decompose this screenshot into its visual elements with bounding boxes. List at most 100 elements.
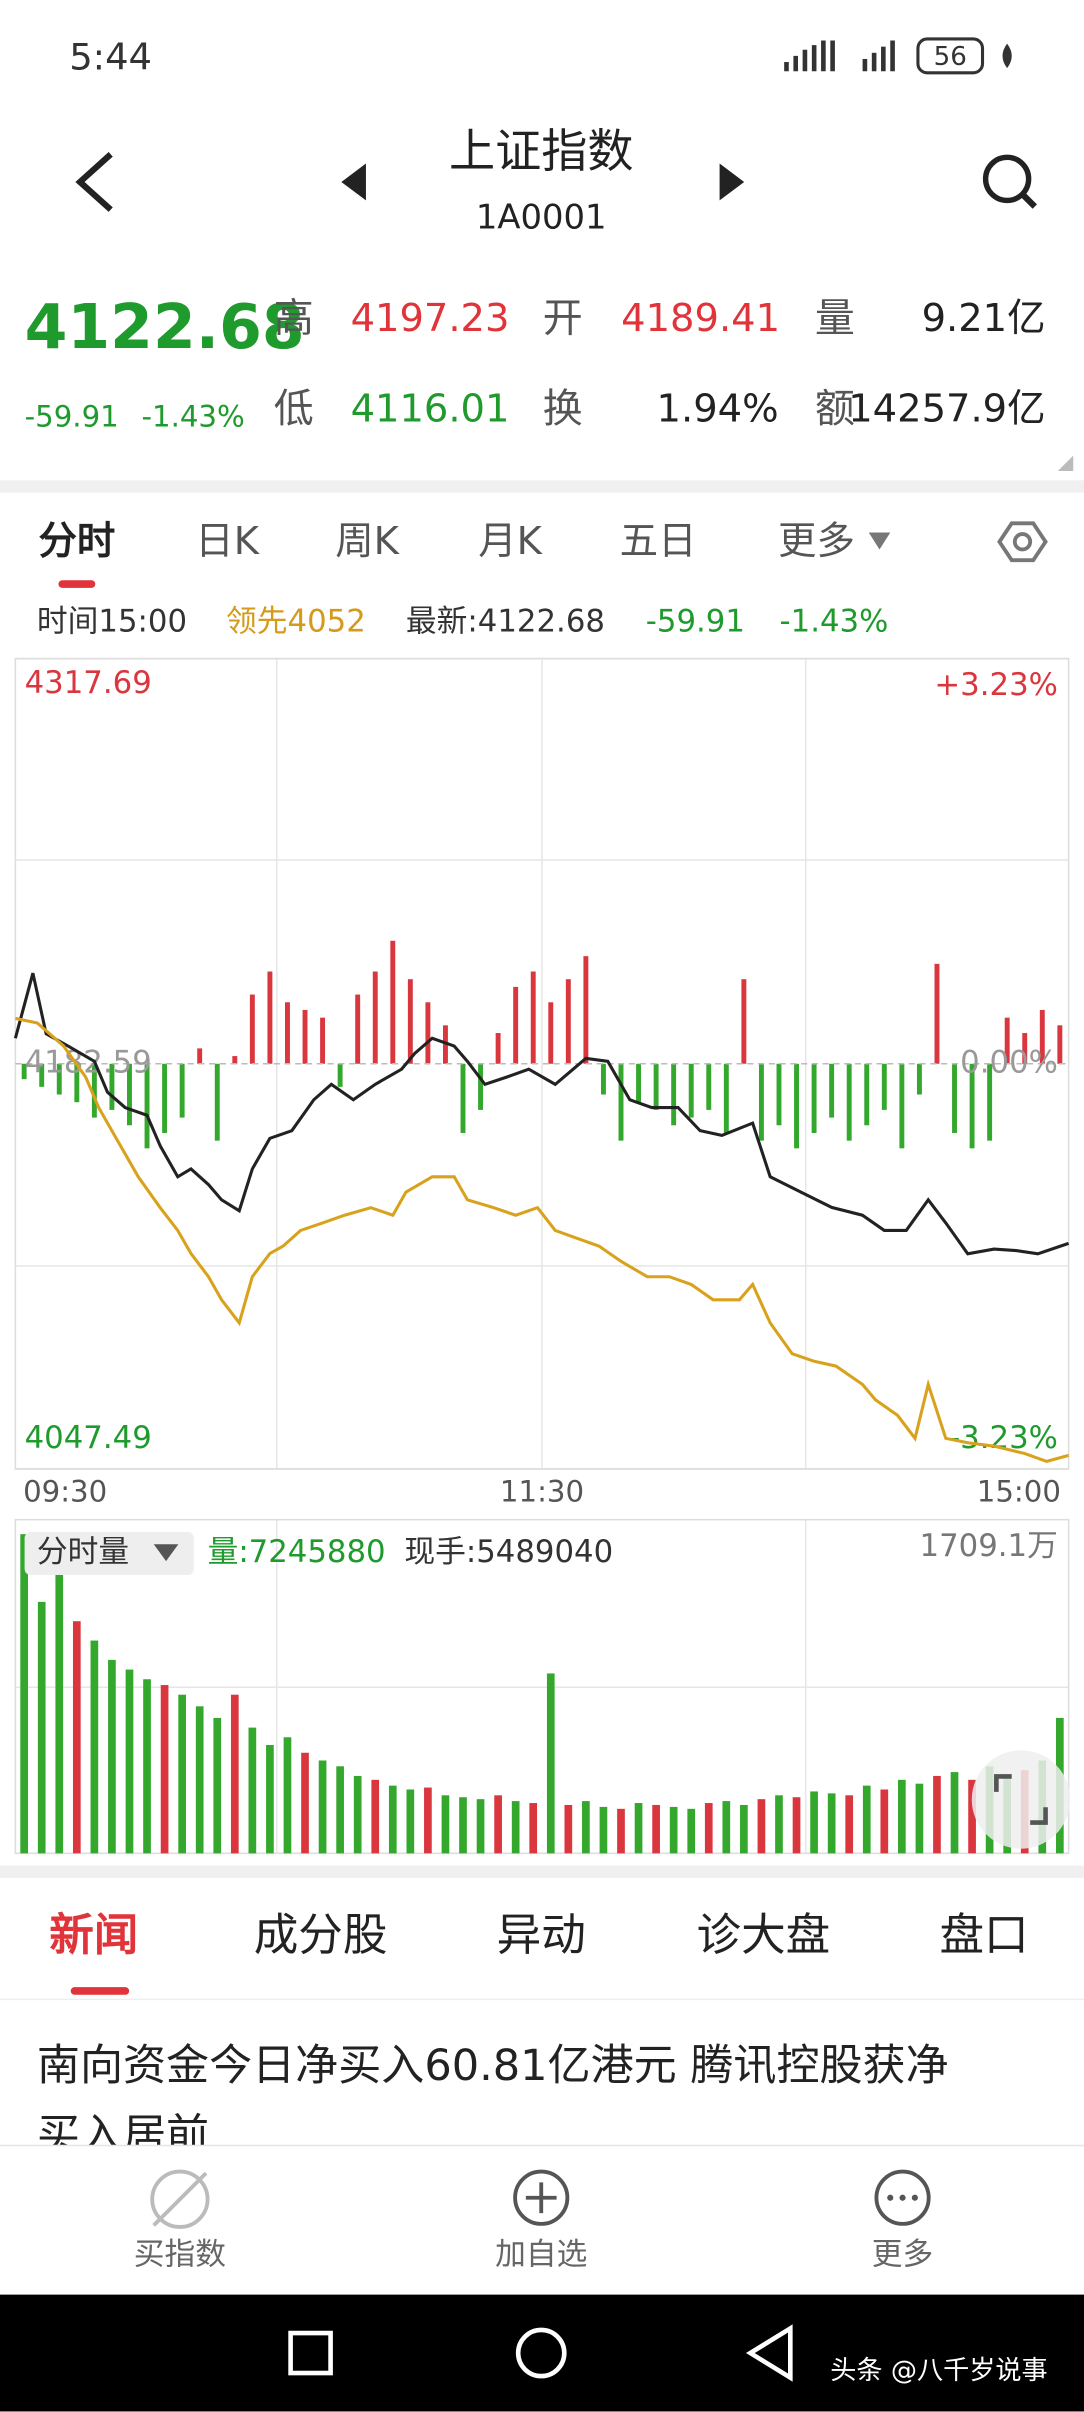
strength-bar: [952, 1063, 957, 1133]
label: 高: [274, 295, 314, 341]
tab[interactable]: 日K: [195, 519, 259, 564]
strength-bar: [548, 1002, 554, 1064]
back-nav-button[interactable]: [745, 2324, 793, 2382]
open: 4189.41: [621, 296, 780, 341]
turnover: 1.94%: [657, 387, 779, 432]
info-lead: 领先4052: [226, 604, 366, 640]
volume-bar: [125, 1669, 134, 1854]
fullscreen-button[interactable]: [971, 1750, 1071, 1849]
strength-bar: [127, 1063, 132, 1126]
price: 4122.68: [25, 291, 305, 363]
tab[interactable]: 月K: [478, 519, 542, 564]
volume-bar: [248, 1727, 257, 1854]
dropdown-arrow: [153, 1544, 179, 1562]
volume-bar: [775, 1795, 783, 1854]
volume-last: 现手:5489040: [404, 1534, 613, 1570]
volume-bar: [108, 1659, 116, 1854]
volume-bar: [476, 1799, 485, 1854]
change: -59.91: [25, 400, 119, 434]
next-button[interactable]: [719, 163, 745, 201]
strength-bar: [407, 979, 413, 1064]
info-change: -59.91: [646, 604, 745, 640]
nav-label[interactable]: 加自选: [495, 2237, 587, 2273]
strength-bar: [39, 1063, 45, 1087]
strength-bar: [478, 1063, 484, 1110]
strength-bar: [337, 1063, 343, 1087]
volume-bar: [266, 1745, 274, 1854]
volume-bar: [90, 1640, 99, 1854]
volume-bar: [880, 1789, 889, 1854]
home-button[interactable]: [515, 2327, 567, 2379]
news-tab[interactable]: 新闻: [49, 1909, 138, 1961]
label: 开: [543, 295, 583, 341]
strength-bar: [934, 963, 940, 1064]
settings-dot: [1012, 532, 1033, 552]
tab[interactable]: 分时: [38, 519, 115, 564]
search-button[interactable]: [982, 154, 1037, 209]
prev-button[interactable]: [341, 163, 366, 201]
volume-bar: [371, 1779, 380, 1854]
recents-button[interactable]: [288, 2330, 333, 2376]
nav-label[interactable]: 买指数: [134, 2237, 226, 2273]
corner-mark: [1057, 455, 1074, 472]
y2-tick-label: +3.23%: [934, 667, 1057, 703]
volume-bar: [336, 1766, 344, 1854]
back-button[interactable]: [75, 152, 113, 212]
headline[interactable]: 南向资金今日净买入60.81亿港元 腾讯控股获净: [37, 2041, 949, 2091]
strength-bar: [600, 1063, 606, 1095]
strength-bar: [74, 1063, 80, 1103]
strength-bar: [320, 1017, 326, 1064]
tab[interactable]: 五日: [620, 519, 697, 564]
volume-bar: [424, 1787, 432, 1854]
low: 4116.01: [351, 387, 510, 432]
separator: [0, 1865, 1084, 1878]
y-tick-label: 4182.59: [25, 1044, 152, 1080]
strength-bar: [390, 940, 396, 1064]
volume-bar: [617, 1808, 625, 1854]
strength-bar: [372, 971, 378, 1064]
strength-bar: [302, 1009, 308, 1064]
label: 额: [815, 386, 855, 432]
label: 换: [543, 386, 583, 432]
volume-mode[interactable]: [24, 1531, 194, 1576]
strength-bar: [249, 994, 255, 1064]
volume-bar: [213, 1717, 222, 1854]
y-tick-label: 1709.1万: [920, 1528, 1058, 1564]
news-tab[interactable]: 诊大盘: [697, 1909, 831, 1961]
volume-bar: [792, 1797, 801, 1854]
volume-bar: [20, 1534, 28, 1854]
watermark: 头条 @八千岁说事: [830, 2356, 1047, 2386]
y-tick-label: 4317.69: [25, 665, 152, 701]
more-icon: [874, 2169, 931, 2226]
volume-bar: [441, 1795, 450, 1854]
headline[interactable]: 买入居前: [37, 2110, 209, 2160]
volume-mode-label: 分时量: [37, 1534, 129, 1570]
strength-bar: [530, 971, 536, 1064]
info-pct: -1.43%: [780, 604, 889, 640]
strength-bar: [1022, 1033, 1028, 1064]
volume-bar: [564, 1804, 573, 1854]
code: 1A0001: [476, 197, 607, 236]
price-line: [13, 972, 1070, 1256]
volume-bar: [704, 1803, 713, 1854]
strength-bar: [916, 1063, 922, 1095]
news-tab[interactable]: 异动: [497, 1909, 586, 1961]
strength-bar: [618, 1063, 624, 1141]
tab[interactable]: 更多: [778, 519, 855, 564]
volume-bar: [950, 1772, 959, 1854]
strength-bar: [899, 1063, 905, 1149]
news-tab[interactable]: 盘口: [939, 1909, 1028, 1961]
news-tab[interactable]: 成分股: [254, 1909, 388, 1961]
tab[interactable]: 周K: [335, 519, 399, 564]
volume-bar: [529, 1803, 538, 1854]
nav-label[interactable]: 更多: [872, 2237, 934, 2273]
volume-bar: [845, 1795, 854, 1854]
volume-bar: [37, 1601, 46, 1854]
volume-bar: [230, 1694, 239, 1854]
strength-bar: [776, 1063, 782, 1126]
strength-bar: [565, 979, 571, 1064]
strength-bar: [758, 1063, 764, 1141]
signal-icons: [784, 40, 895, 72]
settings-button[interactable]: [997, 521, 1048, 563]
volume-total: 量:7245880: [208, 1534, 386, 1570]
